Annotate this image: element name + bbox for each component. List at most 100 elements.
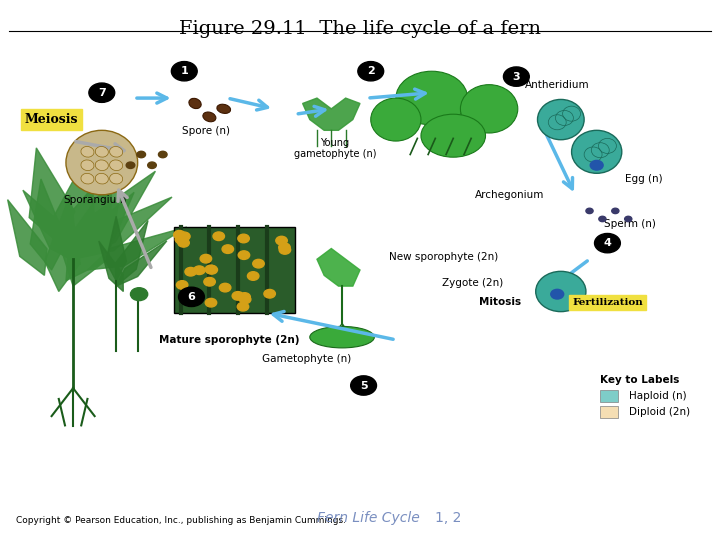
Ellipse shape [66, 130, 138, 195]
Ellipse shape [421, 114, 485, 157]
Circle shape [189, 294, 200, 302]
Ellipse shape [81, 146, 94, 157]
Circle shape [238, 251, 250, 259]
Polygon shape [60, 177, 112, 286]
Ellipse shape [310, 326, 374, 348]
Text: 1: 1 [181, 66, 188, 76]
Text: Figure 29.11  The life cycle of a fern: Figure 29.11 The life cycle of a fern [179, 20, 541, 38]
Text: Fertilization: Fertilization [572, 298, 643, 307]
Polygon shape [302, 98, 360, 130]
Circle shape [586, 208, 593, 214]
Circle shape [276, 237, 287, 245]
Text: 2: 2 [367, 66, 374, 76]
Ellipse shape [81, 160, 94, 171]
Ellipse shape [396, 71, 467, 125]
Text: 4: 4 [603, 238, 611, 248]
Text: 3: 3 [513, 72, 520, 82]
Circle shape [185, 267, 197, 276]
Ellipse shape [536, 271, 586, 312]
Polygon shape [317, 248, 360, 286]
Circle shape [264, 289, 275, 298]
Polygon shape [99, 241, 123, 292]
Text: 5: 5 [360, 381, 367, 390]
Circle shape [181, 291, 193, 299]
Text: Egg (n): Egg (n) [626, 174, 663, 184]
Ellipse shape [109, 173, 122, 184]
Circle shape [625, 217, 632, 221]
FancyBboxPatch shape [600, 406, 618, 418]
Text: Archegonium: Archegonium [474, 190, 544, 200]
Circle shape [213, 232, 225, 240]
Polygon shape [53, 148, 94, 254]
Circle shape [239, 293, 251, 301]
Polygon shape [45, 195, 79, 292]
Circle shape [204, 278, 215, 286]
Ellipse shape [217, 104, 230, 113]
Ellipse shape [95, 146, 108, 157]
Polygon shape [116, 241, 167, 286]
Circle shape [358, 62, 384, 81]
Text: Meiosis: Meiosis [25, 113, 78, 126]
Circle shape [253, 259, 264, 268]
Circle shape [232, 292, 243, 300]
Text: Haploid (n): Haploid (n) [629, 391, 687, 401]
Circle shape [171, 62, 197, 81]
FancyBboxPatch shape [600, 390, 618, 402]
Circle shape [194, 266, 205, 274]
Circle shape [279, 243, 290, 252]
Circle shape [192, 292, 203, 300]
Polygon shape [30, 179, 67, 270]
Circle shape [174, 231, 185, 239]
Polygon shape [23, 190, 81, 265]
Text: Spore (n): Spore (n) [181, 126, 230, 137]
Text: New sporophyte (2n): New sporophyte (2n) [389, 252, 498, 261]
Text: Sperm (n): Sperm (n) [604, 219, 656, 230]
Polygon shape [87, 227, 186, 270]
Text: Sporangium: Sporangium [63, 195, 126, 205]
Polygon shape [65, 148, 127, 259]
Circle shape [200, 254, 212, 263]
Polygon shape [29, 148, 75, 243]
Text: 7: 7 [98, 87, 106, 98]
Ellipse shape [460, 85, 518, 133]
Text: Copyright © Pearson Education, Inc., publishing as Benjamin Cummings.: Copyright © Pearson Education, Inc., pub… [16, 516, 346, 525]
Text: 6: 6 [187, 292, 195, 302]
Circle shape [126, 162, 135, 168]
Ellipse shape [189, 98, 201, 109]
Ellipse shape [109, 160, 122, 171]
Circle shape [175, 235, 186, 244]
Polygon shape [115, 220, 148, 286]
Polygon shape [106, 217, 127, 281]
Circle shape [599, 217, 606, 221]
Circle shape [237, 302, 248, 311]
Ellipse shape [95, 160, 108, 171]
Circle shape [148, 162, 156, 168]
Polygon shape [66, 192, 134, 281]
Circle shape [503, 67, 529, 86]
Circle shape [220, 284, 231, 292]
Circle shape [590, 160, 603, 170]
Circle shape [205, 265, 217, 274]
Text: Fern Life Cycle: Fern Life Cycle [317, 511, 420, 525]
Circle shape [137, 151, 145, 158]
Polygon shape [73, 171, 156, 259]
Circle shape [551, 289, 564, 299]
Text: Diploid (2n): Diploid (2n) [629, 407, 690, 417]
Ellipse shape [538, 99, 584, 140]
Text: 1, 2: 1, 2 [436, 511, 462, 525]
FancyBboxPatch shape [174, 227, 295, 313]
Circle shape [248, 272, 259, 280]
Ellipse shape [95, 173, 108, 184]
Circle shape [238, 234, 249, 243]
Ellipse shape [572, 130, 622, 173]
Circle shape [205, 299, 217, 307]
Polygon shape [8, 200, 47, 275]
Text: Key to Labels: Key to Labels [600, 375, 680, 385]
Text: Young
gametophyte (n): Young gametophyte (n) [294, 138, 376, 159]
Text: Mature sporophyte (2n): Mature sporophyte (2n) [159, 335, 300, 345]
Circle shape [158, 151, 167, 158]
Circle shape [130, 288, 148, 301]
Circle shape [179, 287, 204, 307]
Circle shape [279, 246, 291, 254]
Circle shape [206, 266, 217, 274]
